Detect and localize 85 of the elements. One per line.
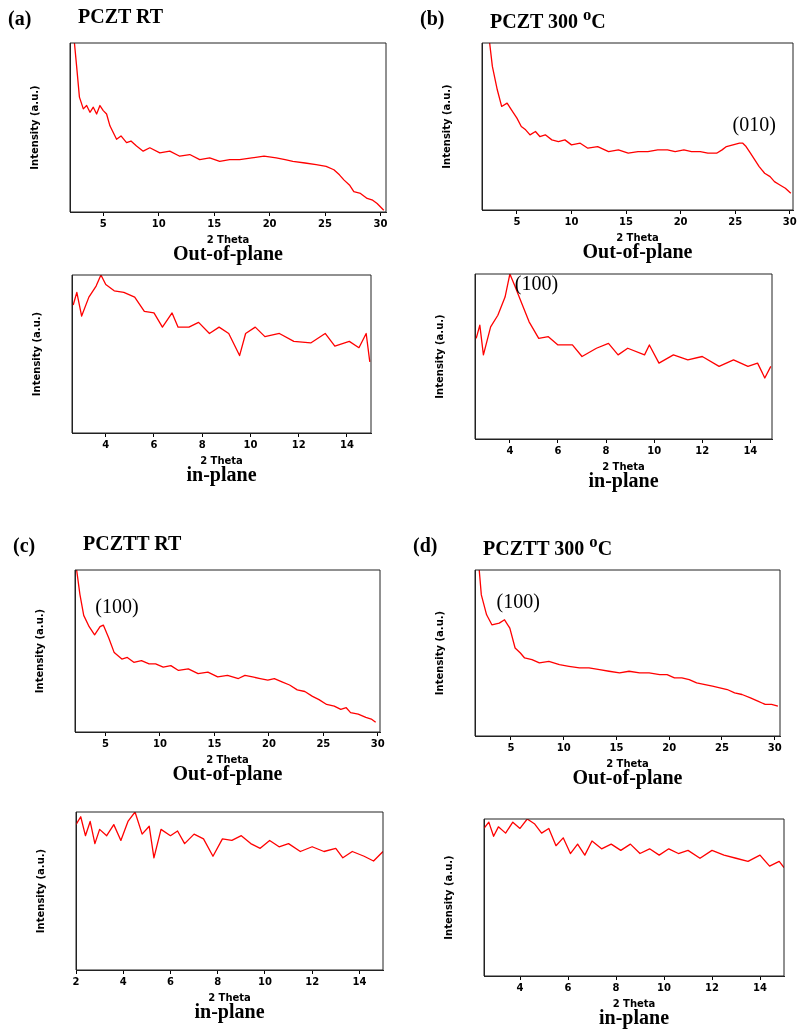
y-axis-title: Intensity (a.u.) — [34, 848, 46, 934]
annotation: (100) — [514, 272, 559, 296]
x-tick-label: 30 — [373, 217, 388, 229]
x-axis-title: 2 Theta — [206, 233, 250, 245]
x-axis-title: 2 Theta — [200, 454, 243, 466]
x-tick-label: 6 — [150, 438, 158, 450]
x-tick-label: 10 — [151, 217, 166, 229]
text: in-plane — [186, 463, 257, 486]
text: in-plane — [588, 469, 659, 492]
y-axis-title: Intensity (a.u.) — [440, 84, 452, 169]
text: Out-of-plane — [173, 242, 283, 265]
x-tick-label: 15 — [207, 217, 222, 229]
y-axis-title: Intensity (a.u.) — [28, 85, 40, 170]
y-axis-title: Intensity (a.u.) — [442, 855, 454, 940]
text: Out-of-plane — [582, 240, 693, 263]
x-tick-label: 10 — [153, 737, 167, 749]
x-tick-label: 4 — [119, 975, 127, 987]
x-tick-label: 8 — [198, 438, 206, 450]
x-tick-label: 5 — [102, 737, 110, 749]
y-axis-title: Intensity (a.u.) — [33, 608, 45, 694]
x-tick-label: 12 — [705, 981, 719, 993]
x-tick-label: 25 — [714, 741, 729, 753]
x-tick-label: 10 — [564, 215, 579, 227]
x-tick-label: 5 — [99, 217, 107, 229]
x-tick-label: 25 — [318, 217, 333, 229]
x-tick-label: 14 — [753, 981, 767, 993]
x-tick-label: 6 — [554, 444, 562, 456]
x-tick-label: 6 — [564, 981, 572, 993]
x-tick-label: 5 — [513, 215, 521, 227]
x-tick-label: 12 — [291, 438, 306, 450]
x-axis-title: 2 Theta — [612, 997, 656, 1009]
text: (d) — [413, 534, 438, 557]
x-tick-label: 12 — [305, 975, 320, 987]
x-tick-label: 12 — [695, 444, 710, 456]
x-tick-label: 15 — [609, 741, 624, 753]
x-tick-label: 20 — [261, 737, 276, 749]
x-axis-title: 2 Theta — [602, 460, 645, 472]
x-tick-label: 14 — [743, 444, 758, 456]
x-axis-title: 2 Theta — [616, 231, 659, 243]
x-tick-label: 14 — [352, 975, 367, 987]
y-axis-title: Intensity (a.u.) — [433, 314, 445, 399]
x-tick-label: 8 — [612, 981, 620, 993]
x-axis-title: 2 Theta — [606, 757, 649, 769]
x-tick-label: 4 — [506, 444, 514, 456]
annotation: (100) — [95, 595, 139, 619]
x-tick-label: 10 — [647, 444, 662, 456]
annotation: (010) — [732, 113, 776, 137]
x-axis-title: 2 Theta — [208, 991, 251, 1003]
x-tick-label: 15 — [619, 215, 634, 227]
text: (c) — [13, 534, 36, 557]
y-axis-title: Intensity (a.u.) — [30, 311, 42, 397]
x-tick-label: 4 — [102, 438, 110, 450]
x-tick-label: 10 — [257, 975, 272, 987]
text: Out-of-plane — [572, 766, 683, 789]
x-tick-label: 6 — [166, 975, 174, 987]
text: in-plane — [194, 1000, 265, 1023]
text: in-plane — [598, 1006, 670, 1029]
x-tick-label: 8 — [602, 444, 610, 456]
x-tick-label: 10 — [243, 438, 258, 450]
x-tick-label: 25 — [728, 215, 743, 227]
chart-title: PCZT RT — [78, 5, 164, 28]
x-tick-label: 4 — [516, 981, 524, 993]
x-tick-label: 14 — [339, 438, 354, 450]
x-tick-label: 5 — [507, 741, 515, 753]
text: (a) — [8, 7, 32, 30]
x-tick-label: 30 — [782, 215, 797, 227]
x-tick-label: 20 — [662, 741, 677, 753]
x-tick-label: 20 — [262, 217, 277, 229]
x-axis-title: 2 Theta — [206, 753, 249, 765]
x-tick-label: 25 — [316, 737, 331, 749]
x-tick-label: 30 — [370, 737, 385, 749]
x-tick-label: 10 — [556, 741, 571, 753]
text: Out-of-plane — [172, 762, 283, 785]
chart-title: PCZTT 300 $^{o}$C — [483, 532, 613, 560]
x-tick-label: 10 — [657, 981, 671, 993]
chart-title: PCZT 300 $^{o}$C — [490, 5, 606, 33]
y-axis-title: Intensity (a.u.) — [433, 610, 445, 696]
x-tick-label: 20 — [673, 215, 688, 227]
text: (b) — [420, 7, 445, 30]
x-tick-label: 8 — [214, 975, 222, 987]
chart-title: PCZTT RT — [83, 532, 182, 555]
annotation: (100) — [496, 590, 540, 614]
x-tick-label: 2 — [72, 975, 80, 987]
x-tick-label: 15 — [207, 737, 222, 749]
x-tick-label: 30 — [767, 741, 782, 753]
